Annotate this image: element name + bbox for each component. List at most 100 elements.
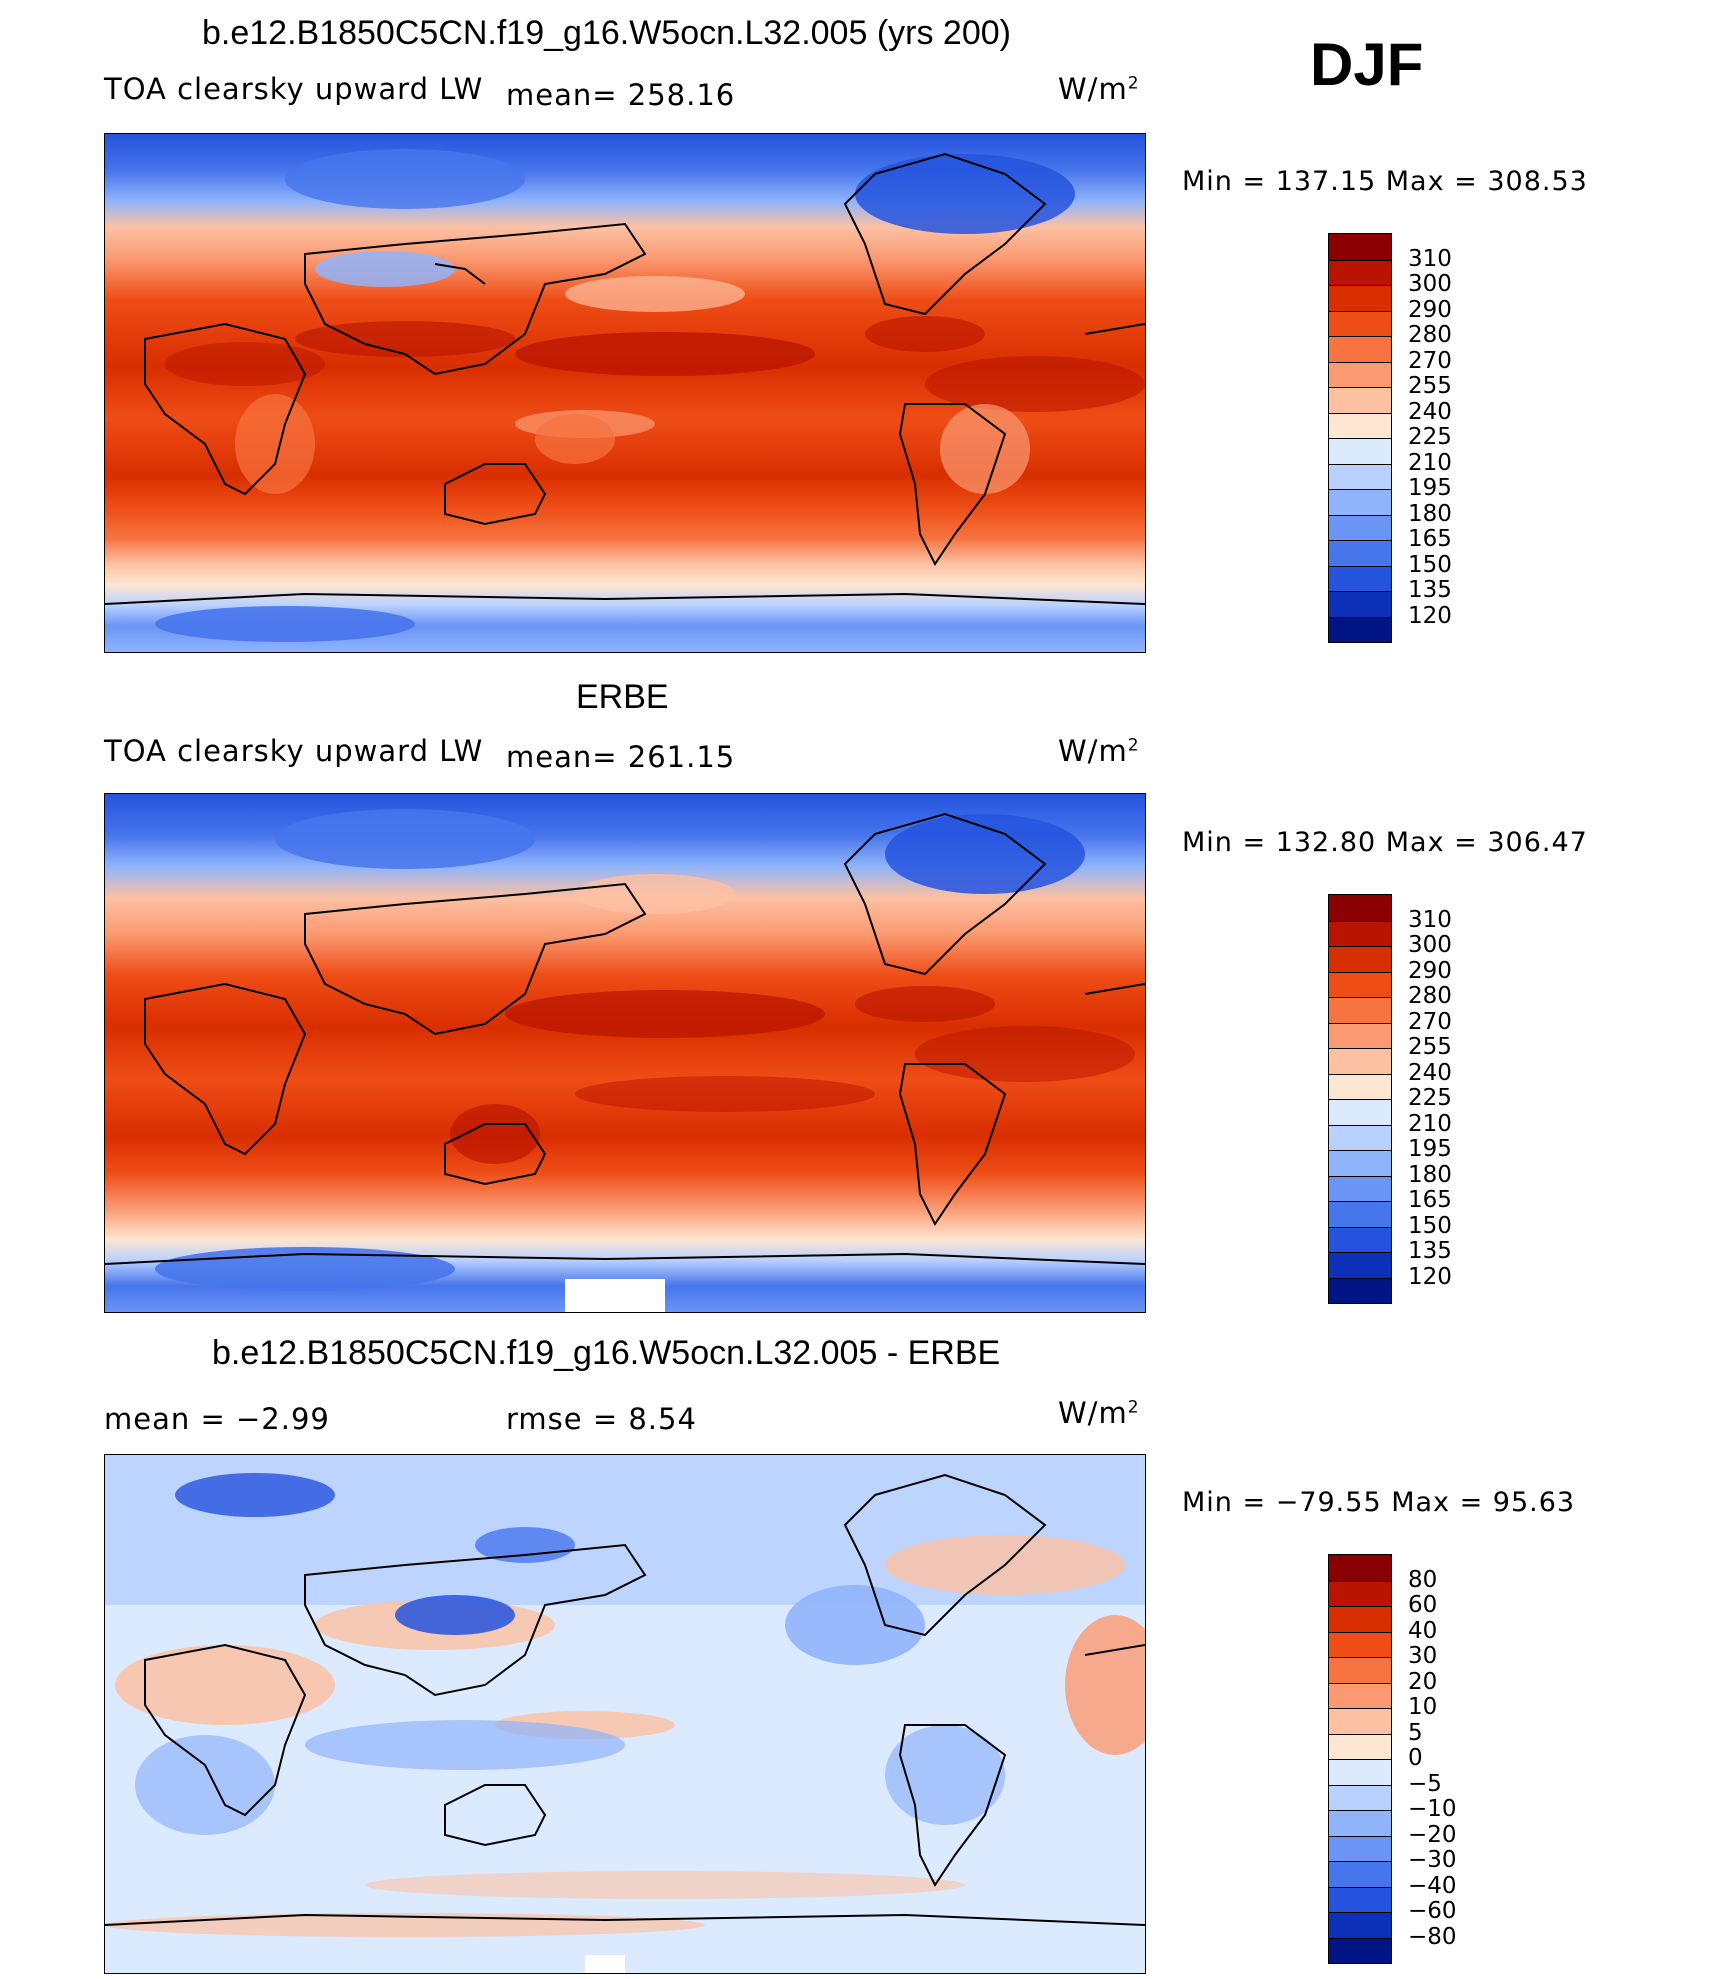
season-label: DJF (1310, 31, 1424, 98)
colorbar-label: 240 (1408, 1059, 1452, 1086)
colorbar-label: −10 (1408, 1796, 1457, 1822)
colorbar-label: 255 (1408, 1034, 1452, 1060)
colorbar-label: 0 (1408, 1745, 1423, 1771)
colorbar-label: 10 (1408, 1694, 1438, 1720)
panel2-title: ERBE (576, 678, 669, 716)
colorbar-segment (1329, 1886, 1391, 1912)
panel2-minmax: Min = 132.80 Max = 306.47 (1182, 827, 1588, 858)
colorbar-label: 280 (1408, 983, 1452, 1009)
colorbar-label: 255 (1408, 373, 1452, 399)
panel2-units: W/m2 (1058, 734, 1140, 768)
colorbar-segment (1329, 1073, 1391, 1099)
colorbar-segment (1329, 1226, 1391, 1252)
panel2-colorbar (1328, 894, 1392, 1304)
colorbar-segment (1329, 971, 1391, 997)
colorbar-label: 290 (1408, 296, 1452, 323)
colorbar-label: 300 (1408, 271, 1452, 297)
colorbar-label: −30 (1408, 1847, 1457, 1873)
colorbar-label: 195 (1408, 475, 1452, 501)
colorbar-label: −60 (1408, 1898, 1457, 1924)
colorbar-label: 40 (1408, 1617, 1438, 1644)
colorbar-segment (1329, 895, 1391, 921)
colorbar-label: 225 (1408, 424, 1452, 450)
colorbar-segment (1329, 920, 1391, 946)
colorbar-segment (1329, 1937, 1391, 1963)
colorbar-label: 20 (1408, 1668, 1438, 1695)
colorbar-label: 290 (1408, 957, 1452, 984)
colorbar-label: 300 (1408, 932, 1452, 958)
colorbar-label: 120 (1408, 602, 1452, 629)
colorbar-label: 165 (1408, 526, 1452, 552)
panel2-variable: TOA clearsky upward LW (104, 734, 484, 768)
panel1-title: b.e12.B1850C5CN.f19_g16.W5ocn.L32.005 (y… (202, 14, 1011, 52)
colorbar-segment (1329, 1733, 1391, 1759)
colorbar-segment (1329, 1048, 1391, 1074)
colorbar-label: −5 (1408, 1770, 1442, 1797)
colorbar-label: −80 (1408, 1923, 1457, 1950)
colorbar-segment (1329, 1784, 1391, 1810)
colorbar-segment (1329, 1606, 1391, 1632)
colorbar-segment (1329, 310, 1391, 336)
colorbar-segment (1329, 1150, 1391, 1176)
panel2-map (104, 793, 1146, 1313)
colorbar-segment (1329, 1835, 1391, 1861)
colorbar-label: 195 (1408, 1136, 1452, 1162)
colorbar-label: 135 (1408, 577, 1452, 603)
colorbar-label: 225 (1408, 1085, 1452, 1111)
colorbar-label: −20 (1408, 1821, 1457, 1848)
colorbar-label: 135 (1408, 1238, 1452, 1264)
panel1-mean: mean= 258.16 (506, 78, 736, 112)
colorbar-label: 310 (1408, 245, 1452, 272)
colorbar-label: −40 (1408, 1872, 1457, 1899)
colorbar-segment (1329, 1201, 1391, 1227)
panel3-colorbar (1328, 1554, 1392, 1964)
panel3-map (104, 1454, 1146, 1974)
colorbar-segment (1329, 1631, 1391, 1657)
colorbar-segment (1329, 1555, 1391, 1581)
colorbar-label: 210 (1408, 449, 1452, 476)
colorbar-label: 5 (1408, 1719, 1423, 1746)
colorbar-segment (1329, 1708, 1391, 1734)
colorbar-segment (1329, 1682, 1391, 1708)
colorbar-segment (1329, 1580, 1391, 1606)
colorbar-segment (1329, 540, 1391, 566)
panel3-mean: mean = −2.99 (104, 1402, 330, 1436)
colorbar-segment (1329, 438, 1391, 464)
colorbar-segment (1329, 1912, 1391, 1938)
colorbar-label: 150 (1408, 551, 1452, 578)
colorbar-segment (1329, 489, 1391, 515)
colorbar-segment (1329, 463, 1391, 489)
colorbar-segment (1329, 514, 1391, 540)
colorbar-segment (1329, 946, 1391, 972)
colorbar-segment (1329, 285, 1391, 311)
panel3-units: W/m2 (1058, 1396, 1140, 1430)
colorbar-label: 210 (1408, 1110, 1452, 1137)
panel2-mean: mean= 261.15 (506, 740, 736, 774)
panel1-map (104, 133, 1146, 653)
colorbar-label: 180 (1408, 500, 1452, 527)
colorbar-label: 165 (1408, 1187, 1452, 1213)
colorbar-segment (1329, 591, 1391, 617)
colorbar-label: 180 (1408, 1161, 1452, 1188)
colorbar-segment (1329, 259, 1391, 285)
colorbar-segment (1329, 1277, 1391, 1303)
panel1-units: W/m2 (1058, 72, 1140, 106)
colorbar-segment (1329, 616, 1391, 642)
colorbar-label: 280 (1408, 322, 1452, 348)
colorbar-label: 270 (1408, 1008, 1452, 1035)
colorbar-segment (1329, 1022, 1391, 1048)
colorbar-segment (1329, 1175, 1391, 1201)
colorbar-label: 310 (1408, 906, 1452, 933)
colorbar-label: 80 (1408, 1566, 1438, 1593)
colorbar-segment (1329, 1124, 1391, 1150)
colorbar-segment (1329, 412, 1391, 438)
colorbar-label: 150 (1408, 1212, 1452, 1239)
colorbar-segment (1329, 336, 1391, 362)
colorbar-segment (1329, 1252, 1391, 1278)
panel3-rmse: rmse = 8.54 (506, 1402, 697, 1436)
colorbar-label: 30 (1408, 1643, 1438, 1669)
panel1-variable: TOA clearsky upward LW (104, 72, 484, 106)
colorbar-label: 120 (1408, 1263, 1452, 1290)
panel3-minmax: Min = −79.55 Max = 95.63 (1182, 1487, 1576, 1518)
colorbar-segment (1329, 234, 1391, 260)
